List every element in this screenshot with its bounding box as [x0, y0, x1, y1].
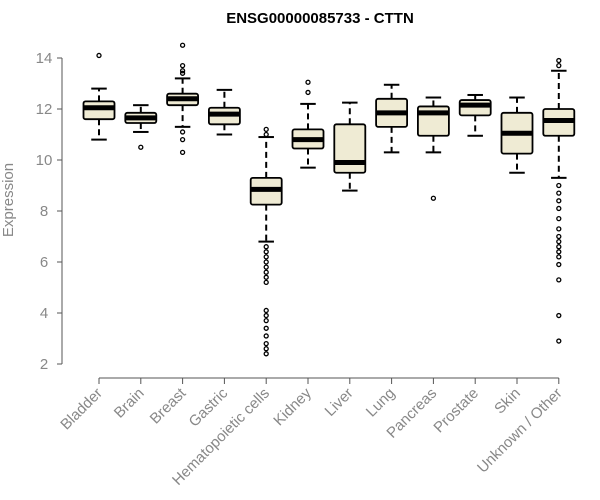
outlier-point	[179, 68, 186, 74]
outlier-point	[556, 338, 562, 344]
outlier-point	[556, 226, 562, 232]
x-tick-label: Liver	[322, 385, 357, 420]
outlier-point	[263, 279, 269, 286]
iqr-box	[458, 99, 492, 117]
outlier-point	[556, 261, 562, 268]
iqr-box	[333, 123, 367, 174]
y-tick-label: 6	[40, 254, 48, 271]
box-pancreas	[416, 96, 450, 201]
x-tick-label: Breast	[147, 384, 190, 427]
outlier-point	[263, 333, 269, 339]
outlier-point	[263, 307, 269, 314]
x-tick-label: Prostate	[430, 385, 482, 437]
outlier-point	[556, 190, 562, 196]
y-tick-label: 14	[36, 50, 53, 67]
outlier-point	[263, 340, 269, 347]
box-bladder	[82, 52, 116, 141]
x-tick-label: Skin	[491, 385, 524, 418]
y-tick-label: 2	[40, 356, 48, 373]
outlier-point	[263, 249, 269, 255]
outlier-point	[556, 182, 562, 189]
y-tick-label: 10	[36, 152, 53, 169]
outlier-point	[556, 277, 562, 283]
y-tick-label: 4	[40, 305, 48, 322]
box-unknown-other	[542, 57, 576, 344]
x-tick-label: Bladder	[57, 385, 106, 434]
outlier-point	[556, 57, 562, 64]
outlier-point	[263, 259, 269, 265]
outlier-point	[263, 126, 269, 133]
outlier-point	[263, 325, 269, 331]
outlier-point	[263, 312, 269, 319]
y-axis: 2 4 6 8 10 12 14	[36, 50, 63, 373]
outlier-point	[556, 244, 562, 250]
box-prostate	[458, 93, 492, 137]
chart-title: ENSG00000085733 - CTTN	[226, 10, 414, 27]
boxes-group	[82, 42, 576, 357]
outlier-point	[556, 233, 562, 240]
y-tick-label: 8	[40, 203, 48, 220]
y-tick-label: 12	[36, 101, 53, 118]
box-kidney	[291, 79, 325, 169]
outlier-point	[556, 215, 562, 222]
outlier-point	[556, 205, 562, 212]
outlier-point	[556, 254, 562, 260]
x-tick-label: Brain	[111, 385, 148, 422]
box-lung	[375, 83, 409, 154]
outlier-point	[179, 42, 186, 48]
outlier-point	[179, 129, 186, 135]
box-gastric	[207, 88, 241, 136]
outlier-point	[96, 52, 102, 59]
outlier-point	[263, 351, 269, 357]
outlier-point	[263, 274, 269, 280]
outlier-point	[263, 269, 269, 275]
outlier-point	[179, 136, 186, 143]
outlier-point	[179, 149, 186, 156]
outlier-point	[305, 89, 311, 96]
outlier-point	[179, 63, 186, 69]
outlier-point	[263, 346, 269, 352]
outlier-point	[263, 131, 269, 138]
outlier-point	[430, 195, 437, 201]
outlier-point	[263, 317, 269, 324]
outlier-point	[556, 249, 562, 255]
box-skin	[500, 96, 534, 174]
box-brain	[124, 104, 158, 150]
box-hematopoietic-cells	[249, 126, 283, 357]
iqr-box	[82, 100, 116, 121]
x-tick-label: Kidney	[270, 384, 315, 429]
outlier-point	[263, 244, 269, 250]
outlier-point	[556, 312, 562, 319]
x-tick-label: Lung	[363, 385, 399, 421]
outlier-point	[263, 264, 269, 270]
box-breast	[166, 42, 200, 156]
outlier-point	[556, 63, 562, 69]
outlier-point	[305, 79, 311, 85]
box-liver	[333, 101, 367, 192]
outlier-point	[138, 144, 144, 150]
outlier-point	[556, 198, 562, 204]
outlier-point	[179, 70, 186, 76]
outlier-point	[263, 254, 269, 260]
y-axis-label: Expression	[0, 163, 17, 237]
outlier-point	[556, 238, 562, 245]
